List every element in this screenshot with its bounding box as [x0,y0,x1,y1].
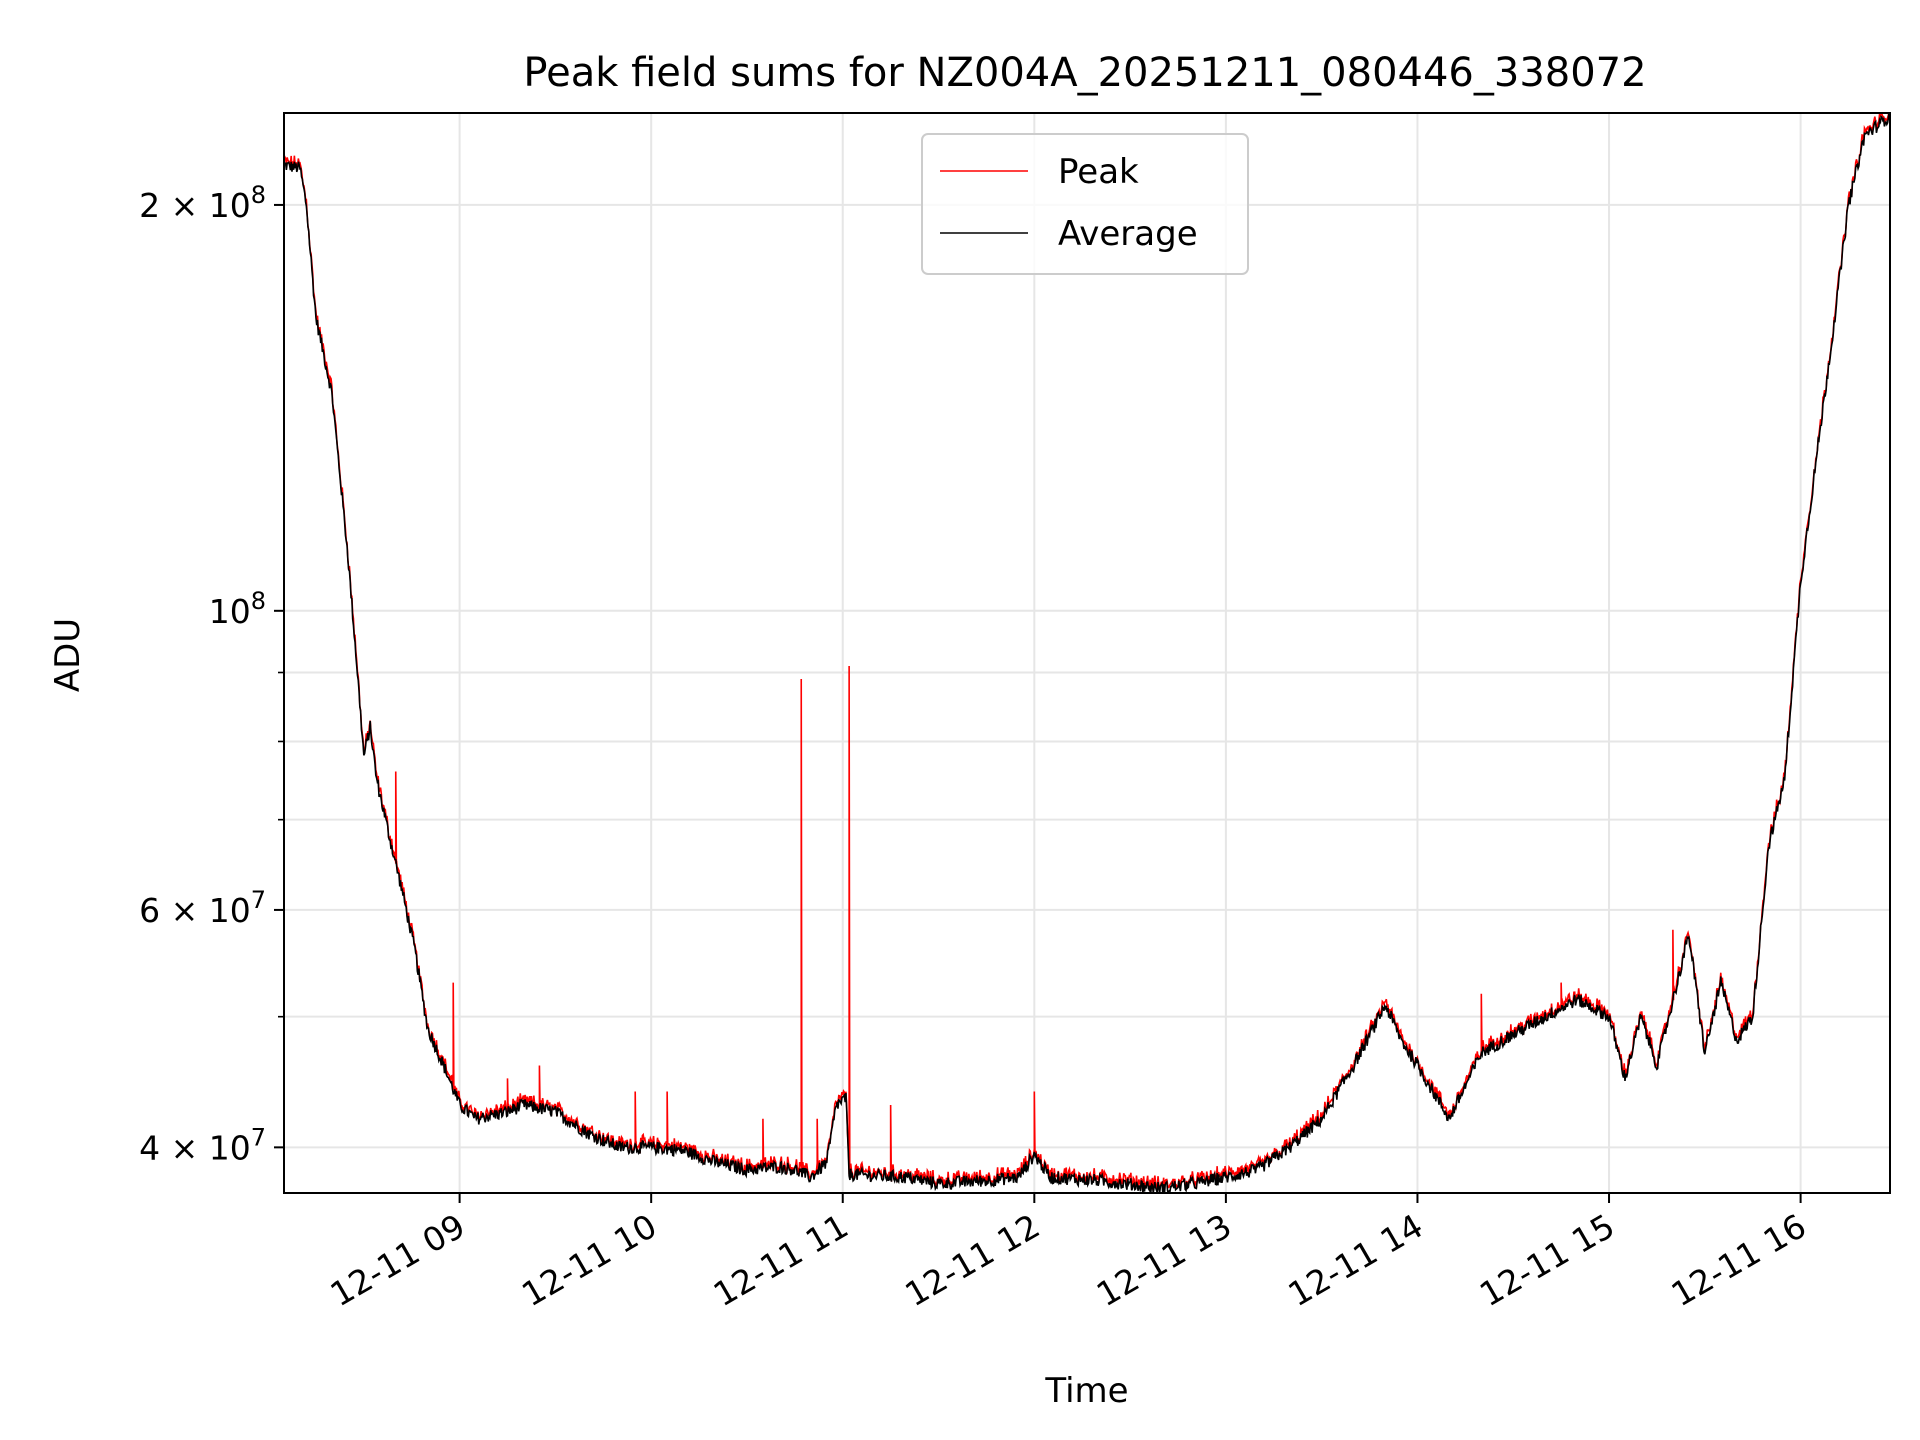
y-tick-label: 4 × 107 [139,1123,266,1167]
chart-title: Peak field sums for NZ004A_20251211_0804… [523,50,1646,96]
legend-average-label: Average [1058,214,1198,254]
legend-box [921,133,1249,275]
y-axis-title: ADU [48,618,88,692]
series-line-peak [284,113,1890,1192]
x-axis-title: Time [1044,1371,1128,1411]
series-layer [284,113,1890,1193]
legend: Peak Average [921,133,1249,275]
y-axis: 4 × 107 6 × 107 108 2 × 108 [139,181,284,1167]
legend-peak-label: Peak [1058,152,1139,192]
plot-frame [283,112,1891,1194]
series-line-average [284,113,1890,1193]
y-tick-label: 2 × 108 [139,181,266,225]
grid [284,113,1890,1193]
y-tick-label: 108 [209,587,266,631]
y-tick-label: 6 × 107 [139,886,266,930]
